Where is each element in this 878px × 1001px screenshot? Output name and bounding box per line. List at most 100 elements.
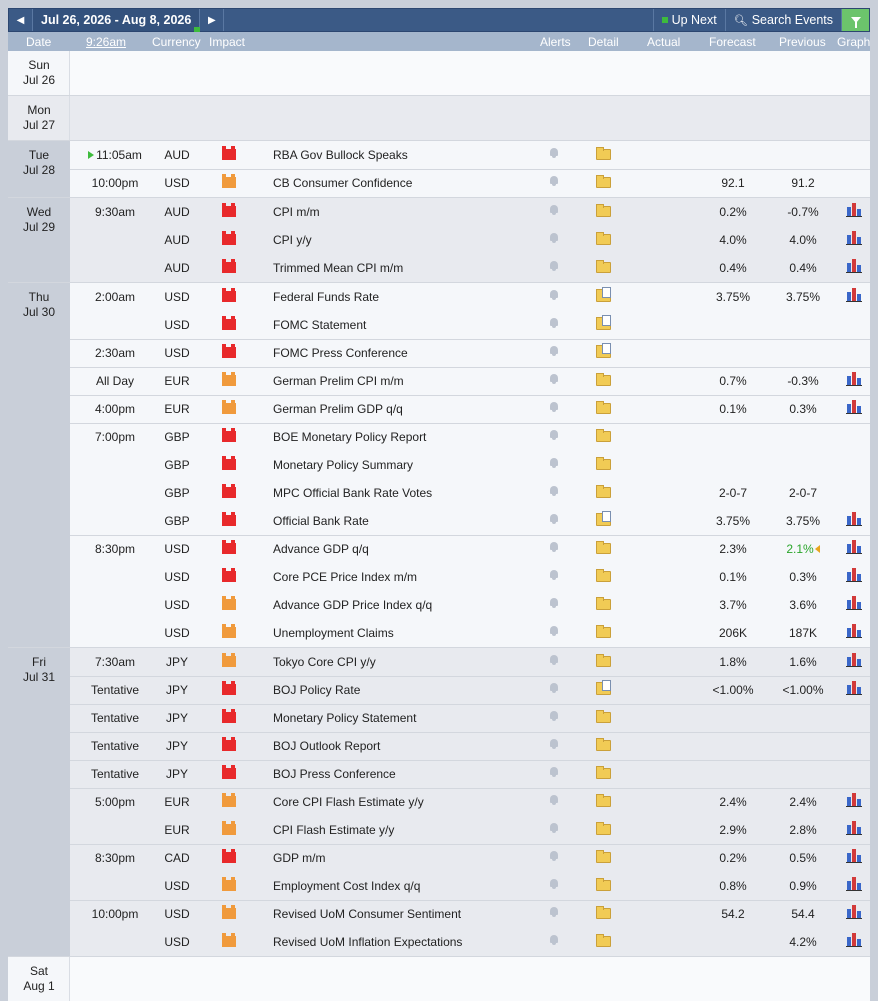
bell-icon[interactable] (549, 458, 563, 469)
bell-icon[interactable] (549, 148, 563, 159)
event-row[interactable]: Tentative JPY BOJ Policy Rate <1.00% <1.00% (8, 676, 870, 704)
event-title[interactable]: Revised UoM Inflation Expectations (273, 935, 463, 949)
bar-chart-icon[interactable] (846, 288, 862, 302)
event-row[interactable]: 7:30am JPY Tokyo Core CPI y/y 1.8% 1.6% (8, 648, 870, 676)
date-range-selector[interactable]: Jul 26, 2026 - Aug 8, 2026 (33, 9, 201, 32)
folder-doc-icon[interactable] (596, 511, 611, 526)
event-row[interactable]: 7:00pm GBP BOE Monetary Policy Report (8, 423, 870, 451)
up-next-button[interactable]: Up Next (652, 9, 725, 31)
folder-icon[interactable] (596, 541, 611, 554)
bar-chart-icon[interactable] (846, 400, 862, 414)
bar-chart-icon[interactable] (846, 259, 862, 273)
event-title[interactable]: GDP m/m (273, 851, 326, 865)
bell-icon[interactable] (549, 907, 563, 918)
bar-chart-icon[interactable] (846, 372, 862, 386)
bell-icon[interactable] (549, 374, 563, 385)
event-row[interactable]: Tentative JPY Monetary Policy Statement (8, 704, 870, 732)
folder-icon[interactable] (596, 850, 611, 863)
event-title[interactable]: CPI Flash Estimate y/y (273, 823, 395, 837)
bar-chart-icon[interactable] (846, 540, 862, 554)
event-row[interactable]: 9:30am AUD CPI m/m 0.2% -0.7% (8, 198, 870, 226)
event-title[interactable]: Tokyo Core CPI y/y (273, 655, 376, 669)
event-title[interactable]: CB Consumer Confidence (273, 176, 413, 190)
event-row[interactable]: AUD CPI y/y 4.0% 4.0% (8, 226, 870, 254)
event-title[interactable]: Advance GDP q/q (273, 542, 369, 556)
folder-icon[interactable] (596, 429, 611, 442)
filter-button[interactable] (841, 9, 869, 31)
folder-icon[interactable] (596, 373, 611, 386)
event-row[interactable]: Tentative JPY BOJ Outlook Report (8, 732, 870, 760)
event-title[interactable]: Monetary Policy Statement (273, 711, 417, 725)
bell-icon[interactable] (549, 711, 563, 722)
bell-icon[interactable] (549, 823, 563, 834)
event-row[interactable]: USD FOMC Statement (8, 311, 870, 339)
event-title[interactable]: FOMC Press Conference (273, 346, 408, 360)
bar-chart-icon[interactable] (846, 681, 862, 695)
bar-chart-icon[interactable] (846, 877, 862, 891)
search-events-button[interactable]: 🔍︎ Search Events (724, 9, 841, 31)
event-row[interactable]: 11:05am AUD RBA Gov Bullock Speaks (8, 141, 870, 169)
bell-icon[interactable] (549, 346, 563, 357)
event-title[interactable]: BOJ Outlook Report (273, 739, 381, 753)
event-title[interactable]: Unemployment Claims (273, 626, 394, 640)
folder-doc-icon[interactable] (596, 287, 611, 302)
event-title[interactable]: German Prelim GDP q/q (273, 402, 403, 416)
folder-icon[interactable] (596, 766, 611, 779)
event-title[interactable]: Core CPI Flash Estimate y/y (273, 795, 424, 809)
event-title[interactable]: Revised UoM Consumer Sentiment (273, 907, 462, 921)
bar-chart-icon[interactable] (846, 568, 862, 582)
event-row[interactable]: 5:00pm EUR Core CPI Flash Estimate y/y 2.4%… (8, 788, 870, 816)
event-row[interactable]: USD Employment Cost Index q/q 0.8% 0.9% (8, 872, 870, 900)
previous-week-button[interactable]: ◀ (9, 9, 33, 31)
event-row[interactable]: 8:30pm USD Advance GDP q/q 2.3% 2.1% (8, 535, 870, 563)
bell-icon[interactable] (549, 683, 563, 694)
event-row[interactable]: 8:30pm CAD GDP m/m 0.2% 0.5% (8, 844, 870, 872)
event-title[interactable]: MPC Official Bank Rate Votes (273, 486, 433, 500)
folder-icon[interactable] (596, 232, 611, 245)
folder-icon[interactable] (596, 597, 611, 610)
bar-chart-icon[interactable] (846, 624, 862, 638)
event-row[interactable]: GBP Official Bank Rate 3.75% 3.75% (8, 507, 870, 535)
bell-icon[interactable] (549, 318, 563, 329)
bell-icon[interactable] (549, 795, 563, 806)
folder-icon[interactable] (596, 794, 611, 807)
event-title[interactable]: BOJ Press Conference (273, 767, 396, 781)
event-row[interactable]: 4:00pm EUR German Prelim GDP q/q 0.1% 0.3% (8, 395, 870, 423)
event-row[interactable]: GBP Monetary Policy Summary (8, 451, 870, 479)
event-row[interactable]: 2:30am USD FOMC Press Conference (8, 339, 870, 367)
bell-icon[interactable] (549, 261, 563, 272)
bell-icon[interactable] (549, 626, 563, 637)
bell-icon[interactable] (549, 542, 563, 553)
bell-icon[interactable] (549, 402, 563, 413)
bell-icon[interactable] (549, 430, 563, 441)
event-title[interactable]: Employment Cost Index q/q (273, 879, 421, 893)
bar-chart-icon[interactable] (846, 231, 862, 245)
folder-icon[interactable] (596, 485, 611, 498)
event-row[interactable]: USD Core PCE Price Index m/m 0.1% 0.3% (8, 563, 870, 591)
bell-icon[interactable] (549, 176, 563, 187)
event-row[interactable]: 10:00pm USD CB Consumer Confidence 92.1 91.2 (8, 169, 870, 197)
bell-icon[interactable] (549, 851, 563, 862)
folder-icon[interactable] (596, 654, 611, 667)
folder-icon[interactable] (596, 569, 611, 582)
folder-icon[interactable] (596, 934, 611, 947)
folder-icon[interactable] (596, 738, 611, 751)
event-row[interactable]: USD Advance GDP Price Index q/q 3.7% 3.6% (8, 591, 870, 619)
bell-icon[interactable] (549, 486, 563, 497)
bar-chart-icon[interactable] (846, 849, 862, 863)
event-title[interactable]: Federal Funds Rate (273, 290, 380, 304)
event-row[interactable]: 10:00pm USD Revised UoM Consumer Sentiment… (8, 900, 870, 928)
folder-icon[interactable] (596, 710, 611, 723)
bell-icon[interactable] (549, 767, 563, 778)
event-title[interactable]: BOJ Policy Rate (273, 683, 361, 697)
event-title[interactable]: Advance GDP Price Index q/q (273, 598, 433, 612)
bell-icon[interactable] (549, 879, 563, 890)
event-row[interactable]: All Day EUR German Prelim CPI m/m 0.7% -0.3% (8, 367, 870, 395)
event-row[interactable]: GBP MPC Official Bank Rate Votes 2-0-7 2-0-… (8, 479, 870, 507)
bar-chart-icon[interactable] (846, 933, 862, 947)
bar-chart-icon[interactable] (846, 905, 862, 919)
event-title[interactable]: Monetary Policy Summary (273, 458, 414, 472)
folder-icon[interactable] (596, 906, 611, 919)
bell-icon[interactable] (549, 514, 563, 525)
event-title[interactable]: BOE Monetary Policy Report (273, 430, 427, 444)
